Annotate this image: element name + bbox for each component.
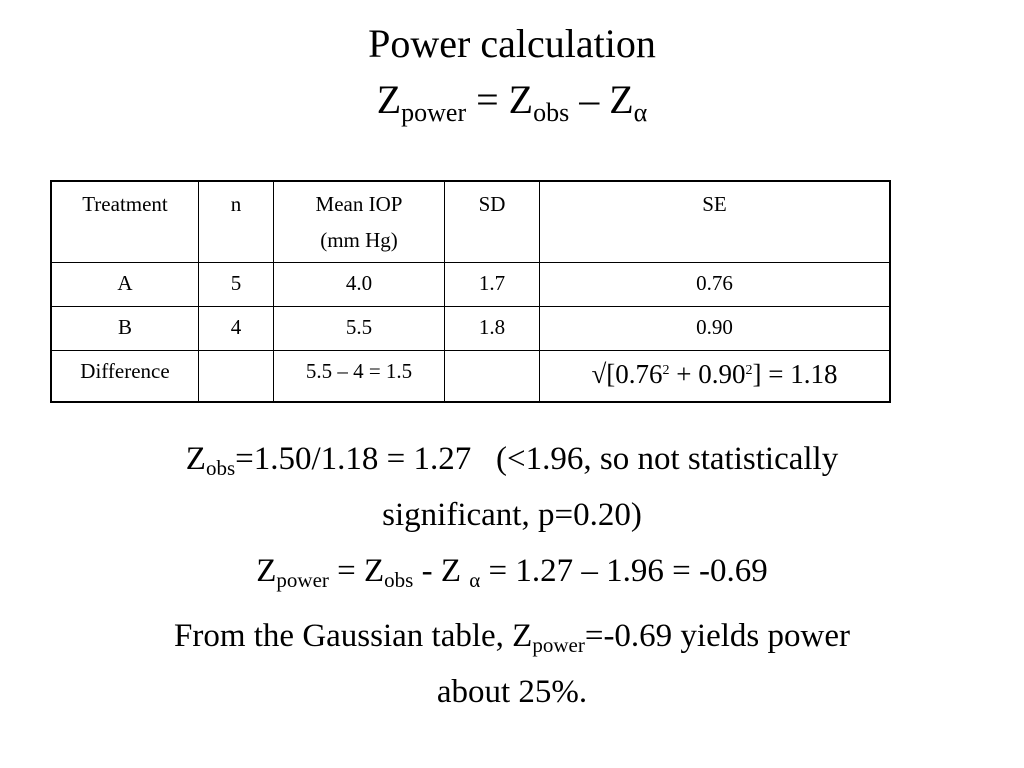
subscript: obs <box>384 568 414 592</box>
text-run: about 25%. <box>436 674 588 710</box>
paragraph: Zpower = Zobs - Z α = 1.27 – 1.96 = -0.6… <box>0 548 1024 604</box>
table-cell: Treatment <box>50 180 199 263</box>
text-run: =-0.69 yields power <box>584 618 850 654</box>
table-cell: 1.8 <box>444 306 540 351</box>
text-run: Z <box>376 77 402 122</box>
table-cell: SD <box>444 180 540 263</box>
table-cell: Mean IOP (mm Hg) <box>273 180 445 263</box>
table-header-row: Treatment n Mean IOP (mm Hg) SD SE <box>50 180 891 263</box>
text-run: =1.50/1.18 = 1.27 (<1.96, so not statist… <box>235 441 839 477</box>
table-cell: 4.0 <box>273 262 445 307</box>
text-run: = 1.27 – 1.96 = -0.69 <box>480 553 768 589</box>
superscript: 2 <box>662 363 670 378</box>
subscript: power <box>532 633 585 657</box>
text-line: about 25%. <box>0 669 1024 716</box>
superscript: 2 <box>745 363 753 378</box>
table-cell: SE <box>539 180 891 263</box>
text-run: (mm Hg) <box>320 228 398 252</box>
paragraph: From the Gaussian table, Zpower=-0.69 yi… <box>0 613 1024 716</box>
text-run: Z <box>256 553 277 589</box>
table-cell <box>198 350 274 403</box>
slide-title: Power calculation <box>368 21 656 66</box>
table-cell: 5 <box>198 262 274 307</box>
table-row: B 4 5.5 1.8 0.90 <box>50 306 891 351</box>
subscript: power <box>401 98 467 127</box>
table-row: Difference 5.5 – 4 = 1.5 √[0.762 + 0.902] … <box>50 350 891 403</box>
text-run: Z <box>185 441 206 477</box>
text-line: Zpower = Zobs - Z α = 1.27 – 1.96 = -0.6… <box>0 548 1024 604</box>
data-table: Treatment n Mean IOP (mm Hg) SD SE A 5 4.0 1.7 0.7… <box>50 180 891 403</box>
text-run: = Z <box>328 553 385 589</box>
text-run: + 0.90 <box>669 359 746 389</box>
table-row: A 5 4.0 1.7 0.76 <box>50 262 891 307</box>
text-run: √[0.76 <box>591 359 663 389</box>
table-cell: 5.5 – 4 = 1.5 <box>273 350 445 403</box>
text-run: significant, p=0.20) <box>382 497 642 533</box>
table-cell: 0.90 <box>539 306 891 351</box>
table-cell: 1.7 <box>444 262 540 307</box>
text-run: = Z <box>466 77 534 122</box>
table-cell: 4 <box>198 306 274 351</box>
subscript: obs <box>533 98 570 127</box>
text-run: From the Gaussian table, Z <box>174 618 533 654</box>
table-cell: Difference <box>50 350 199 403</box>
paragraph: Zobs=1.50/1.18 = 1.27 (<1.96, so not sta… <box>0 436 1024 539</box>
text-block: Zobs=1.50/1.18 = 1.27 (<1.96, so not sta… <box>0 436 1024 725</box>
text-line: From the Gaussian table, Zpower=-0.69 yi… <box>0 613 1024 669</box>
text-run: Mean IOP <box>315 192 403 216</box>
subscript: α <box>469 568 481 592</box>
subscript: obs <box>205 456 236 480</box>
table-cell: 5.5 <box>273 306 445 351</box>
text-line: significant, p=0.20) <box>0 492 1024 539</box>
table-cell: √[0.762 + 0.902] = 1.18 <box>539 350 891 403</box>
text-run: - Z <box>413 553 470 589</box>
formula: Zpower = Zobs – Zα <box>0 76 1024 137</box>
text-run: – Z <box>569 77 634 122</box>
table-cell <box>444 350 540 403</box>
table-cell: A <box>50 262 199 307</box>
text-line: Zobs=1.50/1.18 = 1.27 (<1.96, so not sta… <box>0 436 1024 492</box>
table-cell: n <box>198 180 274 263</box>
subscript: α <box>633 98 648 127</box>
text-run: ] = 1.18 <box>752 359 838 389</box>
table-cell: 0.76 <box>539 262 891 307</box>
subscript: power <box>276 568 329 592</box>
table-cell: B <box>50 306 199 351</box>
